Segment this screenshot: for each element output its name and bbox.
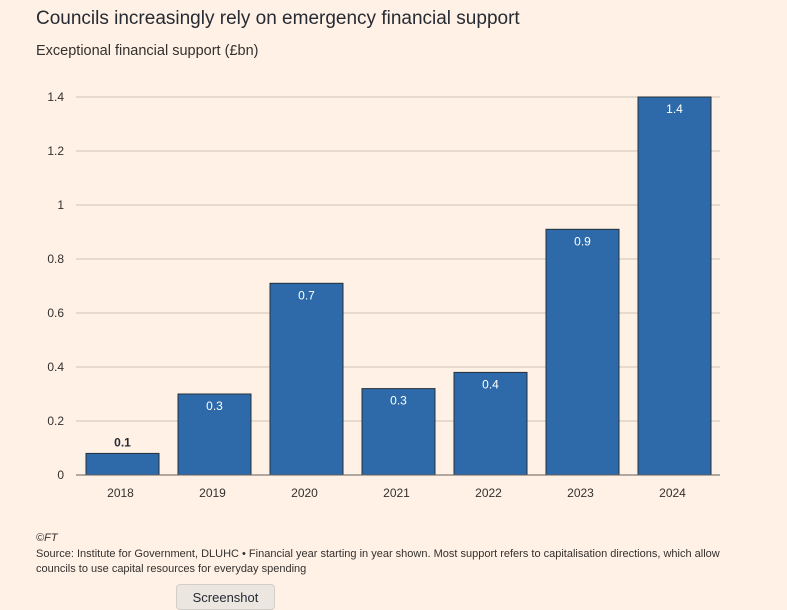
bar-data-label: 0.3 <box>206 399 223 413</box>
x-tick-label: 2023 <box>567 486 594 500</box>
bar <box>545 228 620 476</box>
screenshot-button[interactable]: Screenshot <box>176 584 275 610</box>
bar-data-label: 0.3 <box>390 394 407 408</box>
x-tick-label: 2024 <box>659 486 686 500</box>
y-tick-label: 1 <box>57 198 64 212</box>
bar-data-label: 0.4 <box>482 377 499 391</box>
source-note: Source: Institute for Government, DLUHC … <box>36 548 720 575</box>
bar <box>453 371 528 476</box>
copyright-note: ©FT <box>36 532 58 544</box>
bar-data-label: 1.4 <box>666 102 683 116</box>
bar <box>361 388 436 476</box>
bar <box>637 96 712 476</box>
y-tick-label: 0 <box>57 468 64 482</box>
y-tick-label: 1.4 <box>47 90 64 104</box>
y-tick-label: 1.2 <box>47 144 64 158</box>
x-tick-label: 2020 <box>291 486 318 500</box>
y-tick-label: 0.2 <box>47 414 64 428</box>
bar-data-label: 0.9 <box>574 234 591 248</box>
chart-title: Councils increasingly rely on emergency … <box>36 8 520 29</box>
bar <box>177 393 252 476</box>
bar <box>85 452 160 476</box>
bar-chart: 0 0.2 0.4 0.6 0.8 1 1.2 1.4 0.1 2018 0.3 2019 0.7 202… <box>47 90 720 500</box>
x-tick-label: 2022 <box>475 486 502 500</box>
chart-subtitle: Exceptional financial support (£bn) <box>36 43 259 59</box>
y-tick-label: 0.6 <box>47 306 64 320</box>
y-tick-label: 0.8 <box>47 252 64 266</box>
bar-data-label: 0.7 <box>298 288 315 302</box>
x-tick-label: 2019 <box>199 486 226 500</box>
bar-data-label: 0.1 <box>114 435 131 449</box>
y-tick-label: 0.4 <box>47 360 64 374</box>
bar <box>269 282 344 476</box>
x-tick-label: 2021 <box>383 486 410 500</box>
x-tick-label: 2018 <box>107 486 134 500</box>
